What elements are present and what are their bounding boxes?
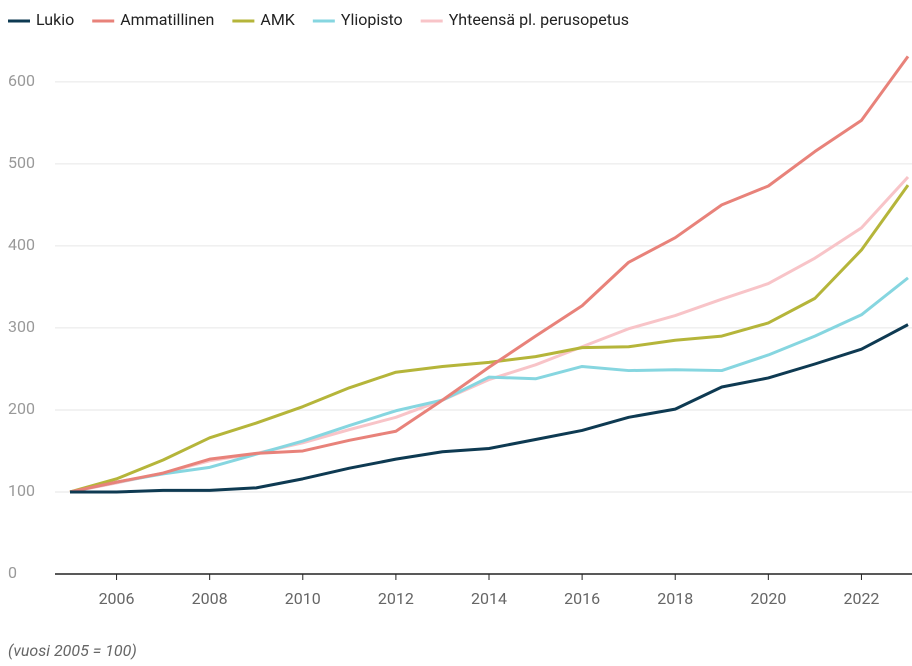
- legend-label: AMK: [260, 10, 295, 29]
- legend-label: Yhteensä pl. perusopetus: [449, 10, 629, 29]
- y-tick-label: 400: [8, 235, 35, 254]
- note: (vuosi 2005 = 100): [8, 641, 137, 660]
- x-tick-label: 2012: [378, 589, 414, 608]
- y-tick-label: 300: [8, 317, 35, 336]
- legend-label: Ammatillinen: [120, 10, 214, 29]
- x-tick-label: 2020: [750, 589, 786, 608]
- line: [69, 184, 910, 494]
- y-tick-label: 600: [8, 71, 35, 90]
- y-tick-label: 200: [8, 399, 35, 418]
- x-tick-label: 2016: [564, 589, 600, 608]
- x-tick-label: 2022: [843, 589, 879, 608]
- x-tick-label: 2018: [657, 589, 693, 608]
- x-tick-label: 2010: [285, 589, 321, 608]
- y-tick-label: 0: [8, 563, 17, 582]
- y-tick-label: 100: [8, 481, 35, 500]
- line: [70, 323, 909, 494]
- x-tick-label: 2008: [192, 589, 228, 608]
- x-tick-label: 2006: [99, 589, 135, 608]
- line: [69, 175, 910, 494]
- legend-label: Lukio: [36, 10, 74, 29]
- legend-label: Yliopisto: [341, 10, 403, 29]
- x-tick-label: 2014: [471, 589, 507, 608]
- line: [69, 55, 910, 494]
- line: [69, 276, 909, 494]
- y-tick-label: 500: [8, 153, 35, 172]
